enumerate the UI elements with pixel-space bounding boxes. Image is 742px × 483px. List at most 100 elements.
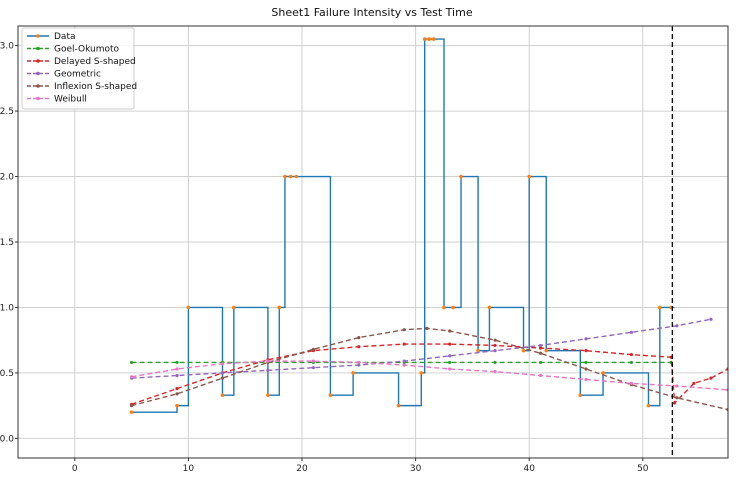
series-line: [131, 327, 728, 411]
data-point: [629, 360, 634, 365]
data-point: [538, 360, 543, 365]
data-point: [351, 371, 355, 375]
legend-label: Geometric: [54, 70, 101, 80]
data-point: [584, 360, 588, 365]
data-point: [220, 362, 225, 366]
data-point: [675, 384, 679, 388]
data-point: [130, 375, 134, 379]
data-point: [692, 381, 696, 385]
data-point: [427, 37, 432, 41]
data-point: [493, 343, 497, 348]
data-point: [425, 326, 429, 330]
y-tick-label: 0.0: [0, 434, 14, 444]
data-point: [448, 329, 452, 333]
data-point: [584, 377, 588, 382]
series-delayed-s-shaped: [130, 342, 728, 406]
data-point: [402, 359, 406, 363]
y-tick-label: 1.0: [0, 303, 14, 313]
data-point: [493, 370, 497, 374]
data-point: [357, 360, 361, 365]
data-point: [521, 348, 526, 353]
data-point: [283, 174, 287, 179]
y-axis: 0.0 0.5 1.0 1.5 2.0 2.5 3.0: [0, 42, 18, 444]
data-point: [629, 330, 634, 334]
data-point: [186, 305, 191, 310]
data-point: [311, 359, 315, 363]
data-point: [601, 371, 605, 375]
data-point: [578, 393, 583, 397]
data-point: [402, 342, 406, 346]
data-point: [584, 367, 588, 371]
data-point: [675, 396, 679, 400]
data-point: [493, 349, 497, 353]
series-weibull: [130, 359, 728, 392]
y-tick-label: 2.5: [0, 107, 14, 117]
chart-title: Sheet1 Failure Intensity vs Test Time: [271, 6, 472, 19]
data-point: [422, 37, 427, 41]
data-point: [675, 324, 679, 328]
data-point: [175, 403, 179, 408]
x-tick-label: 20: [296, 464, 308, 474]
series-data: [129, 37, 675, 414]
data-point: [357, 363, 361, 367]
x-tick-label: 0: [72, 464, 78, 474]
data-point: [538, 343, 543, 348]
data-point: [266, 359, 270, 363]
data-point: [311, 366, 315, 370]
x-tick-label: 30: [410, 464, 422, 474]
data-point: [487, 305, 492, 310]
series-inflexion-s-shaped: [130, 326, 728, 412]
legend-box: [21, 27, 135, 110]
y-tick-label: 3.0: [0, 42, 14, 52]
data-point: [175, 367, 179, 371]
data-point: [288, 174, 293, 179]
data-point: [402, 328, 406, 332]
data-point: [175, 387, 179, 391]
series-goel-okumoto: [130, 360, 673, 365]
data-point: [544, 348, 549, 353]
legend-label: Delayed S-shaped: [54, 57, 136, 67]
data-point: [442, 305, 446, 310]
data-point: [130, 360, 134, 365]
data-point: [294, 174, 299, 179]
data-point: [584, 349, 588, 353]
data-point: [220, 376, 225, 380]
data-point: [709, 317, 713, 321]
data-point: [175, 360, 179, 365]
data-point: [220, 393, 225, 397]
data-point: [493, 360, 497, 365]
series-geometric: [130, 317, 713, 380]
data-point: [629, 352, 634, 357]
data-point: [357, 335, 361, 340]
data-point: [709, 376, 713, 380]
legend-label: Goel-Okumoto: [54, 45, 120, 55]
data-point: [175, 392, 179, 396]
data-point: [277, 305, 282, 310]
data-point: [431, 37, 436, 41]
data-point: [448, 342, 452, 346]
legend: Data Goel-Okumoto Delayed S-shaped Geometri…: [21, 27, 137, 110]
data-point: [459, 174, 463, 179]
legend-label: Weibull: [54, 95, 87, 105]
y-tick-label: 2.0: [0, 173, 14, 183]
data-point: [538, 373, 543, 378]
data-point: [538, 351, 543, 355]
data-point: [402, 363, 406, 367]
data-point: [357, 345, 361, 349]
legend-label: Data: [54, 32, 76, 42]
data-point: [527, 174, 531, 179]
y-tick-label: 0.5: [0, 369, 14, 379]
data-point: [448, 360, 452, 365]
data-point: [584, 337, 588, 341]
legend-marker: [36, 59, 40, 63]
series-line: [131, 318, 712, 379]
series-line: [131, 360, 728, 391]
data-point: [328, 393, 333, 397]
data-point: [220, 371, 225, 375]
data-point: [396, 403, 401, 408]
data-point: [451, 305, 455, 310]
legend-marker: [36, 71, 40, 76]
data-point: [646, 403, 651, 408]
data-point: [658, 305, 662, 310]
